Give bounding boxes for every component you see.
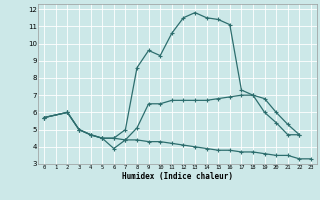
- X-axis label: Humidex (Indice chaleur): Humidex (Indice chaleur): [122, 172, 233, 181]
